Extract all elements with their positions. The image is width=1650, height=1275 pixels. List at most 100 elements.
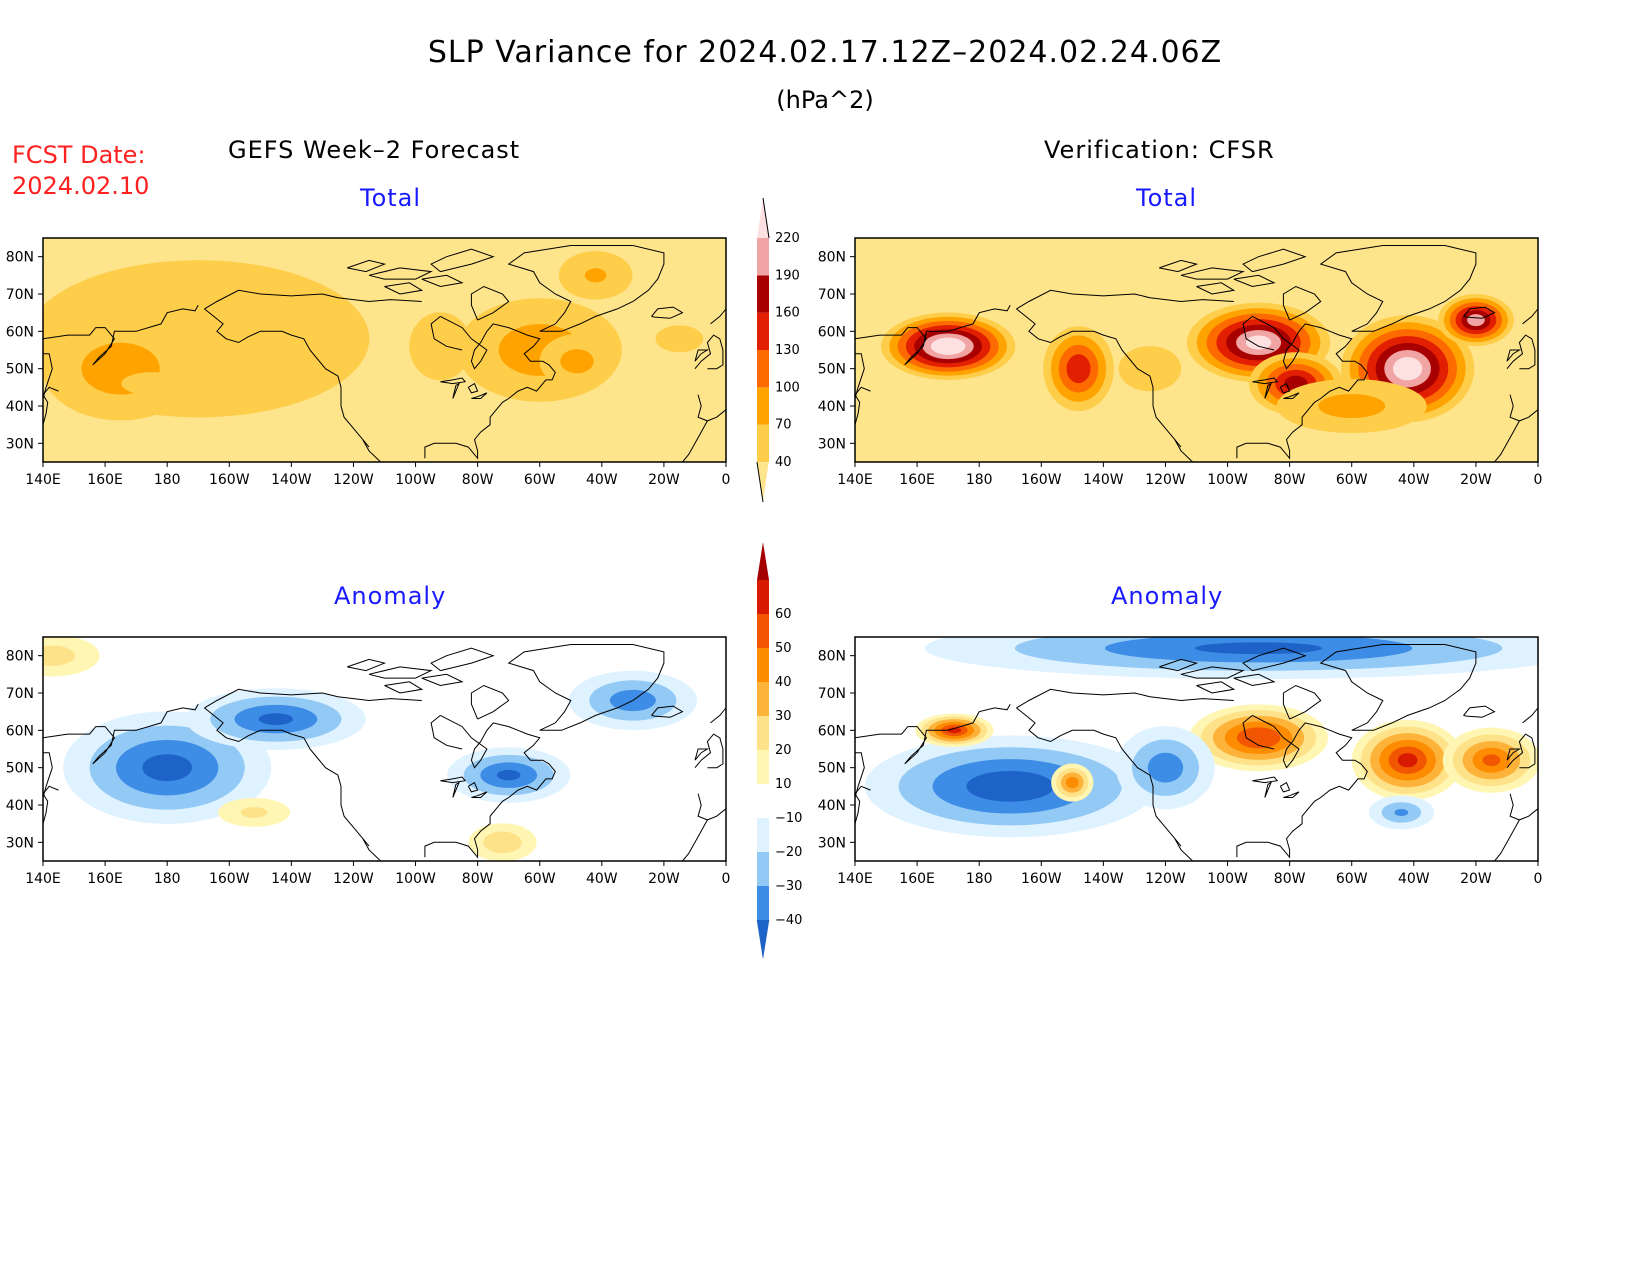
coastline [1242,647,1307,672]
contour-band [258,713,293,726]
coastline [1509,394,1538,422]
field-feature [1116,726,1215,810]
field-feature [1340,315,1475,423]
coastline [1159,259,1199,273]
colorbar-label: −10 [775,811,802,826]
lon-label: 40W [586,472,618,488]
field-forecast-total [43,238,726,462]
coastline [43,785,59,824]
field-feature [1442,727,1538,793]
lat-label: 50N [6,761,34,777]
coastline [452,781,461,798]
coastlines [43,644,726,861]
colorbar-segment [757,198,769,238]
field-feature [1043,326,1114,412]
panel-subtitle-verification-total: Total [1136,184,1198,212]
forecast-date-label: FCST Date: [12,141,146,169]
coastline [682,819,708,861]
contour-band [121,372,182,396]
coastline [368,267,433,280]
contour-band [655,325,704,353]
coastline [694,748,710,761]
coastline [1242,248,1307,273]
coastline [1283,392,1300,399]
coastline [424,714,556,859]
coastline [424,315,556,460]
coastline [470,684,510,720]
coastline [1506,349,1522,362]
coastline [1233,673,1276,687]
lon-label: 160E [87,472,123,488]
coastline [697,394,726,422]
lat-label: 30N [6,436,34,452]
coastline [1506,748,1522,761]
lon-label: 140W [271,871,312,887]
lon-label: 80W [1274,871,1306,887]
coastline [1522,308,1538,325]
coastline [1016,289,1234,310]
map-frame [854,636,1539,862]
map-panel-forecast-anomaly: 80N 70N 60N 50N 40N 30N 140E 160E 180 160W 140W 120… [6,636,730,887]
lon-label: 80W [462,871,494,887]
field-feature [1438,294,1514,347]
lat-label: 80N [6,250,34,266]
colorbar-segment [757,424,769,462]
coastline [1242,715,1275,750]
coastline [204,688,422,709]
contour-band [966,771,1055,802]
coastline [470,285,510,321]
forecast-date-value: 2024.02.10 [12,172,150,200]
lon-label: 160E [87,871,123,887]
coastline [43,703,199,798]
colorbar-label: 50 [775,641,792,656]
field-feature [880,312,1016,380]
lat-label: 80N [6,649,34,665]
contour-band [560,349,594,374]
contour-band [1392,356,1423,381]
lon-label: 120W [1145,871,1186,887]
lat-label: 80N [818,649,846,665]
lon-label: 40W [1398,472,1430,488]
lon-label: 140E [837,472,873,488]
lon-label: 160W [209,472,250,488]
lon-label: 160W [209,871,250,887]
contour-band [1467,314,1485,327]
right-column-title: Verification: CFSR [1044,136,1275,164]
lat-label: 50N [6,362,34,378]
coastline [440,776,467,784]
coastline [1506,733,1536,769]
lon-label: 140E [837,871,873,887]
field-feature [1368,795,1435,830]
lon-label: 100W [395,472,436,488]
lat-label: 40N [818,399,846,415]
coastline [1264,781,1273,798]
coastline [1180,666,1245,679]
coastline [1252,377,1279,385]
lon-label: 180 [966,472,993,488]
colorbar-anomaly: 60 50 40 30 20 10 −10 −20 −30 −40 [756,542,802,959]
colorbar-label: 40 [775,675,792,690]
lat-label: 70N [818,686,846,702]
colorbar-segment [757,750,769,784]
field-verification-anomaly [855,637,1538,861]
lon-label: 180 [154,472,181,488]
lat-label: 70N [6,686,34,702]
contour-band [240,807,268,818]
coastline [1522,707,1538,724]
lat-label: 60N [6,324,34,340]
colorbar-label: 60 [775,607,792,622]
contour-band [584,268,607,283]
coastline [347,259,387,273]
field-feature [655,325,704,353]
lon-label: 140E [25,871,61,887]
units-label: (hPa^2) [776,86,874,114]
contour-band [483,831,522,854]
coastline [1283,791,1300,798]
field-feature [409,312,472,381]
colorbar-label: 190 [775,268,800,283]
contour-band [1118,346,1182,392]
colorbar-segment [757,614,769,648]
coastline [651,306,684,319]
coastline [710,308,726,325]
colorbar-label: 220 [775,231,800,246]
